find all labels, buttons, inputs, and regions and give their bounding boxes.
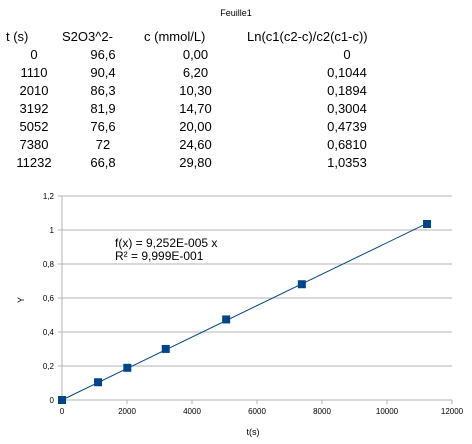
data-point: [423, 219, 432, 228]
scatter-chart: 0 0,2 0,4 0,6 0,8 1 1,2 0 2000 4000 6000 8000 10000 1…: [16, 192, 464, 437]
cell-thiosulfate: 66,8: [90, 155, 116, 170]
x-tick-label: 12000: [441, 407, 464, 416]
cell-concentration: 6,20: [182, 65, 209, 80]
cell-thiosulfate: 76,6: [90, 119, 116, 134]
x-tick-label: 6000: [248, 407, 266, 416]
cell-time: 3192: [19, 101, 49, 116]
column-header-thiosulfate: S2O3^2-: [62, 29, 113, 44]
table-row: 5052 76,6 20,00 0,4739: [6, 118, 447, 136]
column-header-ln: Ln(c1(c2-c)/c2(c1-c)): [247, 29, 368, 44]
cell-ln: 0,1044: [327, 65, 367, 80]
x-axis-label: t(s): [247, 427, 260, 437]
table-header-row: t (s) S2O3^2- c (mmol/L) Ln(c1(c2-c)/c2(…: [6, 28, 447, 46]
table-row: 7380 72 24,60 0,6810: [6, 136, 447, 154]
cell-ln: 0,6810: [327, 137, 367, 152]
table-row: 0 96,6 0,00 0: [6, 46, 447, 64]
table-row: 1110 90,4 6,20 0,1044: [6, 64, 447, 82]
data-point: [94, 378, 103, 387]
cell-concentration: 10,30: [179, 83, 212, 98]
cell-time: 1110: [20, 65, 48, 80]
x-tick-label: 8000: [313, 407, 331, 416]
x-tick-label: 0: [60, 407, 65, 416]
table-row: 2010 86,3 10,30 0,1894: [6, 82, 447, 100]
data-points: [58, 219, 432, 404]
tick-labels: 0 0,2 0,4 0,6 0,8 1 1,2 0 2000 4000 6000 8000 10000 1…: [43, 192, 464, 416]
table-row: 3192 81,9 14,70 0,3004: [6, 100, 447, 118]
y-tick-label: 1,2: [43, 192, 55, 201]
sheet-title: Feuille1: [220, 8, 252, 18]
x-tick-label: 4000: [183, 407, 201, 416]
y-tick-label: 0,2: [43, 362, 55, 371]
column-header-time: t (s): [6, 29, 29, 44]
data-point: [123, 363, 132, 372]
cell-concentration: 14,70: [179, 101, 212, 116]
trendline-equation: f(x) = 9,252E-005 x: [115, 236, 217, 250]
grid-lines: [62, 195, 452, 401]
cell-ln: 0,1894: [327, 83, 367, 98]
cell-thiosulfate: 72: [95, 137, 111, 152]
trendline: [61, 222, 428, 401]
cell-time: 2010: [19, 83, 49, 98]
data-table: t (s) S2O3^2- c (mmol/L) Ln(c1(c2-c)/c2(…: [6, 28, 447, 172]
axes: [58, 195, 453, 404]
cell-thiosulfate: 96,6: [90, 47, 116, 62]
y-tick-label: 0: [50, 396, 55, 405]
y-tick-label: 1: [50, 226, 55, 235]
cell-ln: 0,3004: [327, 101, 367, 116]
y-tick-label: 0,6: [43, 294, 55, 303]
x-tick-label: 2000: [118, 407, 136, 416]
data-point: [222, 315, 231, 324]
trendline-line: [61, 222, 428, 401]
column-header-concentration: c (mmol/L): [144, 29, 206, 44]
cell-thiosulfate: 86,3: [90, 83, 116, 98]
cell-concentration: 29,80: [179, 155, 212, 170]
cell-time: 5052: [19, 119, 49, 134]
cell-thiosulfate: 81,9: [90, 101, 116, 116]
data-point: [161, 344, 170, 353]
y-axis-label: Y: [16, 297, 26, 303]
cell-time: 0: [30, 47, 38, 62]
cell-concentration: 24,60: [179, 137, 212, 152]
table-row: 11232 66,8 29,80 1,0353: [6, 154, 447, 172]
data-point: [297, 280, 306, 289]
cell-ln: 0,4739: [327, 119, 367, 134]
cell-thiosulfate: 90,4: [90, 65, 116, 80]
y-tick-label: 0,8: [43, 260, 55, 269]
trendline-r-squared: R² = 9,999E-001: [115, 249, 204, 263]
cell-ln: 0: [343, 47, 351, 62]
cell-ln: 1,0353: [327, 155, 367, 170]
y-tick-label: 0,4: [43, 328, 55, 337]
cell-concentration: 20,00: [179, 119, 212, 134]
cell-time: 7380: [19, 137, 49, 152]
cell-time: 11232: [16, 155, 52, 170]
data-point: [58, 396, 66, 404]
cell-concentration: 0,00: [182, 47, 209, 62]
x-tick-label: 10000: [376, 407, 399, 416]
